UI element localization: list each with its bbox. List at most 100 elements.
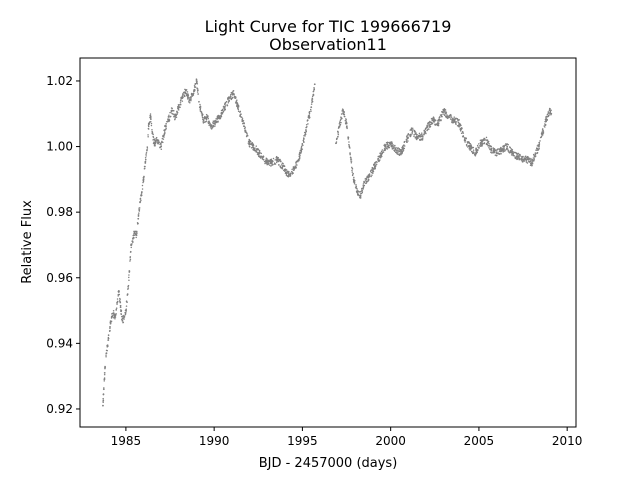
data-point [498,150,501,153]
plot-frame [79,57,577,428]
data-point [205,120,208,122]
data-point [312,93,315,96]
data-point [456,124,459,127]
data-point [277,158,280,161]
data-point [224,105,227,107]
data-point [530,159,532,161]
data-point [106,344,108,347]
data-point [259,156,262,158]
data-point [157,141,159,143]
data-point [520,157,522,160]
data-point [112,310,115,312]
data-point [515,156,518,158]
data-point [242,120,244,122]
data-point [377,155,379,158]
data-point [536,147,539,150]
data-point [296,164,298,166]
data-point [485,139,487,141]
data-point [201,113,204,115]
data-point [419,138,421,141]
data-point [548,109,551,111]
data-point [150,118,152,121]
data-point [277,156,279,159]
data-point [440,115,443,118]
data-point [304,135,306,137]
data-point [443,114,446,117]
data-point [376,161,378,163]
data-point [406,136,408,139]
data-point [460,130,462,132]
data-point [338,125,341,128]
data-point [168,118,170,120]
data-point [202,119,205,122]
data-point [136,232,138,234]
data-point [351,168,354,170]
data-point [190,98,192,101]
data-point [103,378,105,381]
data-point [527,158,530,161]
data-point [270,159,272,162]
data-point [385,147,387,150]
data-point [108,330,111,333]
data-point [220,116,222,118]
data-point [369,174,371,176]
data-point [199,108,202,111]
data-point [512,152,514,155]
data-point [306,126,308,128]
data-point [479,139,482,141]
data-point [250,147,253,149]
data-point [512,154,515,157]
data-point [351,174,354,177]
data-point [428,124,430,127]
data-point [345,120,347,123]
data-point [510,147,512,150]
data-point [313,90,315,92]
data-point [346,127,348,130]
data-point [256,147,258,150]
data-point [343,115,346,117]
data-point [446,114,448,116]
data-point [129,257,131,259]
data-point [129,260,131,262]
data-point [174,116,177,118]
data-point [421,137,424,140]
data-point [353,176,355,179]
data-point [411,127,414,129]
data-point [401,148,403,151]
data-point [198,100,200,103]
data-point [437,123,440,125]
data-point [384,145,387,148]
data-point [169,111,171,114]
data-point [461,135,464,138]
data-point [193,90,196,92]
data-point [483,142,486,144]
data-point [360,190,362,193]
data-point [519,158,521,161]
data-point [437,121,439,123]
data-point [496,154,498,157]
data-point [550,109,552,111]
data-point [524,158,527,161]
data-point [516,158,518,161]
data-point [284,172,287,175]
data-point [240,113,242,115]
data-point [267,160,269,163]
data-point [288,171,290,173]
y-axis-label: Relative Flux [20,200,35,284]
data-point [298,155,300,158]
data-point [305,130,308,133]
data-point [388,141,390,144]
data-point [258,153,260,155]
data-point [298,157,301,160]
data-point [221,108,224,111]
data-point [501,148,504,151]
data-point [438,118,440,120]
data-point [395,151,398,153]
data-point [275,155,278,158]
data-point [236,106,239,108]
data-point [530,157,532,160]
data-point [262,158,265,161]
data-point [135,234,138,236]
data-point [337,136,339,138]
data-point [454,118,456,121]
